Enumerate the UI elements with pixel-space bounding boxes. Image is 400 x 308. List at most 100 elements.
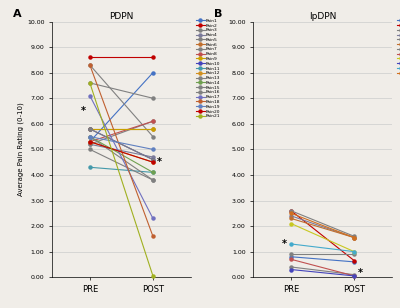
Legend: lp1, lp2, lp3, lp4, lp5, lp6, lp7, lp8, lp9, lp10, lp11, lp12: lp1, lp2, lp3, lp4, lp5, lp6, lp7, lp8, … [397,19,400,75]
Line: lp1: lp1 [290,255,356,263]
Pain18 [88,63,92,67]
Pain7 [150,96,155,100]
Text: A: A [13,9,22,19]
Title: PDPN: PDPN [109,12,134,21]
Pain8 [150,120,155,123]
lp3 [352,234,356,238]
lp11 [352,250,356,253]
Title: lpDPN: lpDPN [309,12,336,21]
lp9 [352,250,356,253]
lp5 [352,273,356,277]
Line: Pain15: Pain15 [88,148,154,182]
Text: *: * [81,106,86,116]
Line: lp3: lp3 [290,209,356,238]
Pain10 [88,127,92,131]
Line: lp8: lp8 [290,258,356,278]
Pain9 [88,127,92,131]
Pain5 [88,142,92,146]
Line: Pain13: Pain13 [88,128,154,161]
Line: Pain12: Pain12 [88,140,154,164]
Line: Pain16: Pain16 [88,135,154,182]
Pain17 [88,94,92,98]
Line: lp11: lp11 [290,242,356,253]
Line: lp7: lp7 [290,253,356,256]
lp6 [289,217,294,220]
Line: Pain20: Pain20 [88,140,154,164]
lp10 [289,268,294,271]
Pain18 [150,234,155,238]
Pain1 [150,71,155,75]
Line: Pain14: Pain14 [88,135,154,174]
Pain4 [88,142,92,146]
Line: lp9: lp9 [290,222,356,253]
Line: Pain11: Pain11 [88,166,154,174]
Line: Pain18: Pain18 [88,63,154,238]
Line: Pain10: Pain10 [88,128,154,161]
Pain9 [150,127,155,131]
Pain2 [150,55,155,59]
Pain19 [150,148,155,151]
Pain4 [150,155,155,159]
Pain11 [88,165,92,169]
lp1 [289,255,294,259]
Pain13 [88,127,92,131]
Line: lp12: lp12 [290,212,356,239]
Pain12 [150,160,155,164]
Pain1 [88,140,92,144]
Line: Pain6: Pain6 [88,128,154,131]
Pain7 [88,81,92,85]
lp3 [289,209,294,213]
Pain19 [88,135,92,138]
Line: Pain3: Pain3 [88,63,154,138]
Line: Pain17: Pain17 [88,94,154,220]
Pain21 [88,81,92,85]
Pain21 [150,274,155,278]
Pain8 [88,140,92,144]
Line: Pain19: Pain19 [88,135,154,151]
Line: Pain8: Pain8 [88,120,154,143]
Line: lp4: lp4 [290,214,356,239]
Line: lp5: lp5 [290,265,356,276]
lp11 [289,242,294,246]
Pain2 [88,55,92,59]
Y-axis label: Average Pain Rating (0-10): Average Pain Rating (0-10) [18,103,24,196]
lp8 [289,257,294,261]
Line: lp2: lp2 [290,209,356,262]
Pain14 [150,171,155,174]
lp5 [289,265,294,269]
Line: Pain5: Pain5 [88,120,154,146]
Pain3 [88,63,92,67]
Line: lp10: lp10 [290,268,356,278]
lp4 [289,214,294,218]
Pain6 [88,127,92,131]
lp2 [289,209,294,213]
Pain15 [88,148,92,151]
Line: lp6: lp6 [290,217,356,239]
Text: *: * [358,268,363,278]
Pain3 [150,135,155,138]
lp7 [289,252,294,256]
Pain11 [150,171,155,174]
Line: Pain9: Pain9 [88,128,154,131]
Line: Pain7: Pain7 [88,81,154,100]
lp2 [352,259,356,262]
lp12 [352,236,356,239]
Pain10 [150,158,155,161]
Pain16 [150,178,155,182]
Pain14 [88,135,92,138]
Text: *: * [282,239,287,249]
lp8 [352,274,356,278]
Text: B: B [214,9,223,19]
lp4 [352,236,356,239]
lp10 [352,274,356,278]
Pain13 [150,158,155,161]
lp1 [352,260,356,264]
Pain5 [150,120,155,123]
lp7 [352,252,356,256]
lp12 [289,211,294,215]
Pain20 [88,140,92,144]
Line: Pain21: Pain21 [88,81,154,278]
Line: Pain2: Pain2 [88,56,154,59]
Pain16 [88,135,92,138]
lp6 [352,236,356,239]
